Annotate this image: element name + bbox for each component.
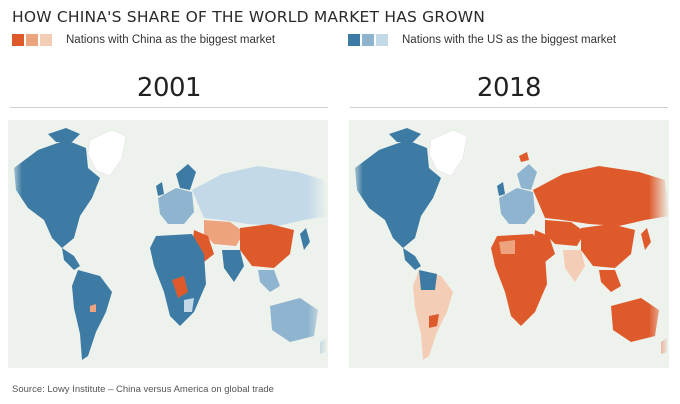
region-australia bbox=[611, 298, 659, 342]
legend-us-label: Nations with the US as the biggest marke… bbox=[402, 34, 617, 46]
region-africa bbox=[491, 234, 547, 326]
legend-china-label: Nations with China as the biggest market bbox=[66, 34, 276, 46]
region-central-asia bbox=[545, 220, 585, 246]
region-south-america-north bbox=[419, 270, 437, 290]
region-africa-china-patch bbox=[172, 276, 188, 298]
region-uk bbox=[156, 182, 164, 196]
region-central-america bbox=[403, 248, 421, 270]
region-south-america bbox=[72, 270, 112, 360]
legend-us-swatch-light bbox=[376, 34, 388, 46]
region-central-asia bbox=[204, 220, 244, 246]
year-heading-2018: 2018 bbox=[476, 73, 542, 103]
legend-us-swatch-dark bbox=[348, 34, 360, 46]
source-note: Source: Lowy Institute – China versus Am… bbox=[12, 384, 274, 395]
region-central-america bbox=[62, 248, 80, 270]
region-australia bbox=[270, 298, 318, 342]
world-map-2001 bbox=[8, 120, 328, 368]
legend-us: Nations with the US as the biggest marke… bbox=[348, 34, 616, 46]
world-map-2018 bbox=[349, 120, 669, 368]
region-south-america bbox=[413, 270, 453, 360]
region-russia bbox=[533, 166, 669, 226]
region-europe bbox=[158, 188, 194, 224]
region-china bbox=[240, 224, 294, 268]
region-southeast-asia bbox=[258, 270, 280, 292]
region-europe bbox=[499, 188, 535, 224]
legend-us-swatch-mid bbox=[362, 34, 374, 46]
legend-china-swatch-mid bbox=[26, 34, 38, 46]
divider-2001 bbox=[10, 107, 328, 108]
region-russia bbox=[192, 166, 328, 226]
region-scandinavia bbox=[517, 164, 537, 190]
region-uk bbox=[497, 182, 505, 196]
region-north-america bbox=[14, 140, 100, 248]
region-south-america-china-patch bbox=[90, 304, 96, 312]
legend-china: Nations with China as the biggest market bbox=[12, 34, 275, 46]
region-india bbox=[563, 250, 585, 282]
region-southeast-asia bbox=[599, 270, 621, 292]
chart-title: HOW CHINA'S SHARE OF THE WORLD MARKET HA… bbox=[12, 8, 486, 26]
year-heading-2001: 2001 bbox=[136, 73, 202, 103]
region-arctic-islands bbox=[389, 128, 421, 142]
region-india bbox=[222, 250, 244, 282]
region-arctic-islands-east bbox=[519, 152, 529, 162]
legend-china-swatch-light bbox=[40, 34, 52, 46]
legend-china-swatch-dark bbox=[12, 34, 24, 46]
region-north-america bbox=[355, 140, 441, 248]
divider-2018 bbox=[350, 107, 668, 108]
region-scandinavia bbox=[176, 164, 196, 190]
region-greenland bbox=[87, 129, 127, 177]
region-south-america-china-patch bbox=[429, 314, 439, 328]
region-japan bbox=[300, 228, 310, 250]
region-japan bbox=[641, 228, 651, 250]
region-africa-light-patch bbox=[499, 240, 515, 254]
region-africa-light-patch bbox=[184, 298, 194, 312]
region-china bbox=[581, 224, 635, 268]
region-greenland bbox=[428, 129, 468, 177]
region-arctic-islands bbox=[48, 128, 80, 142]
